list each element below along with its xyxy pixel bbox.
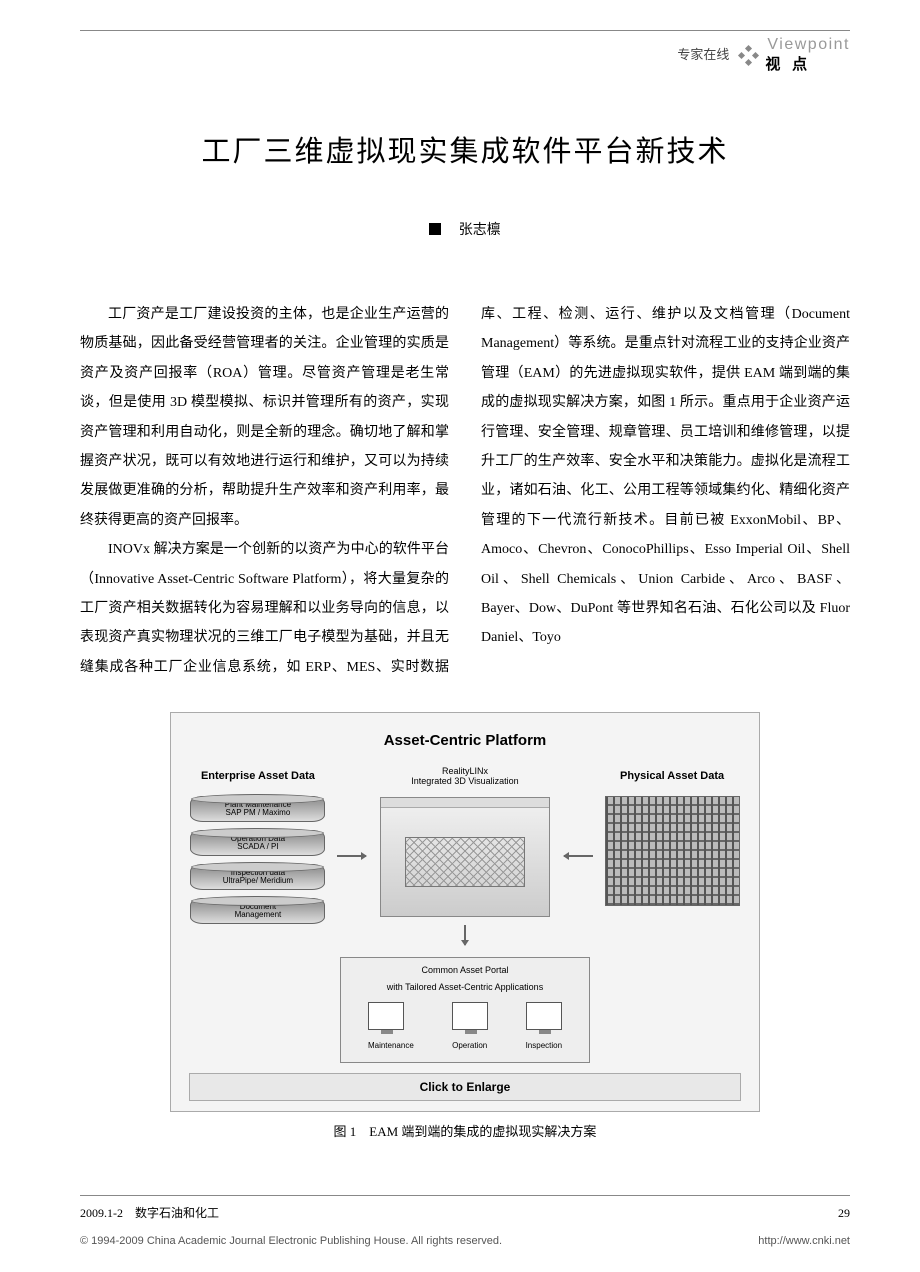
figure-caption: 图 1 EAM 端到端的集成的虚拟现实解决方案: [170, 1120, 760, 1145]
page-header: 专家在线 Viewpoint 视 点: [80, 35, 850, 75]
mon2-label: Operation: [452, 1038, 488, 1053]
figure-title: Asset-Centric Platform: [189, 727, 741, 756]
figure-frame: Asset-Centric Platform Enterprise Asset …: [170, 712, 760, 1112]
center-3d-app: [380, 797, 550, 917]
app-toolbar: [381, 798, 549, 808]
center-title-2: Integrated 3D Visualization: [411, 776, 518, 787]
center-title-1: RealityLINx: [411, 766, 518, 777]
cyl3-line2: UltraPipe/ Meridium: [223, 877, 293, 886]
cylinder-maintenance: Plant Maintenance SAP PM / Maximo: [190, 796, 325, 822]
click-to-enlarge[interactable]: Click to Enlarge: [189, 1073, 741, 1102]
monitor-icon: [526, 1002, 562, 1030]
figure-left-col: Enterprise Asset Data Plant Maintenance …: [189, 766, 327, 927]
fig-right-title: Physical Asset Data: [620, 766, 724, 787]
header-cn: 视 点: [765, 56, 811, 76]
header-category: 专家在线: [677, 43, 729, 68]
portal-line2: with Tailored Asset-Centric Applications: [349, 979, 581, 996]
monitor-icon: [368, 1002, 404, 1030]
arrow-down-icon: [464, 925, 466, 945]
figure-1: Asset-Centric Platform Enterprise Asset …: [170, 712, 760, 1145]
fig-left-title: Enterprise Asset Data: [201, 766, 315, 787]
plant-photo-icon: [605, 796, 740, 906]
header-rule: [80, 30, 850, 31]
mon3-label: Inspection: [526, 1038, 562, 1053]
body-text: 工厂资产是工厂建设投资的主体，也是企业生产运营的物质基础，因此备受经营管理者的关…: [80, 300, 850, 682]
figure-right-col: Physical Asset Data: [603, 766, 741, 907]
monitor-icon: [452, 1002, 488, 1030]
cylinder-inspection: Inspection data UltraPipe/ Meridium: [190, 864, 325, 890]
header-title-block: Viewpoint 视 点: [767, 35, 850, 75]
dots-icon: [737, 44, 759, 66]
cyl4-line2: Management: [235, 911, 282, 920]
monitor-operation: Operation: [452, 1002, 488, 1053]
author-name: 张志檩: [459, 223, 501, 238]
fig-center-title: RealityLINx Integrated 3D Visualization: [411, 766, 518, 788]
figure-center-col: RealityLINx Integrated 3D Visualization: [376, 766, 553, 948]
cylinder-operation: Operation Data SCADA / PI: [190, 830, 325, 856]
portal-line1: Common Asset Portal: [349, 962, 581, 979]
cyl2-line2: SCADA / PI: [237, 843, 278, 852]
monitor-maintenance: Maintenance: [368, 1002, 414, 1053]
cylinder-document: Document Management: [190, 898, 325, 924]
arrow-right-to-center-icon: [564, 855, 594, 857]
app-canvas: [381, 808, 549, 916]
author-square-icon: [429, 223, 441, 235]
page-number: 29: [838, 1202, 850, 1225]
wireframe-icon: [405, 837, 525, 887]
author-row: 张志檩: [80, 218, 850, 245]
portal-monitors-row: Maintenance Operation Inspection: [349, 1002, 581, 1053]
cyl1-line2: SAP PM / Maximo: [226, 809, 291, 818]
figure-main-row: Enterprise Asset Data Plant Maintenance …: [189, 766, 741, 948]
footer-left: 2009.1-2 数字石油和化工: [80, 1202, 219, 1225]
arrow-left-to-center-icon: [337, 855, 367, 857]
monitor-inspection: Inspection: [526, 1002, 562, 1053]
figure-portal-box: Common Asset Portal with Tailored Asset-…: [340, 957, 590, 1062]
article-title: 工厂三维虚拟现实集成软件平台新技术: [80, 125, 850, 180]
page-footer: 2009.1-2 数字石油和化工 29: [80, 1195, 850, 1225]
header-en: Viewpoint: [767, 35, 850, 56]
paragraph-1: 工厂资产是工厂建设投资的主体，也是企业生产运营的物质基础，因此备受经营管理者的关…: [80, 300, 449, 535]
mon1-label: Maintenance: [368, 1038, 414, 1053]
